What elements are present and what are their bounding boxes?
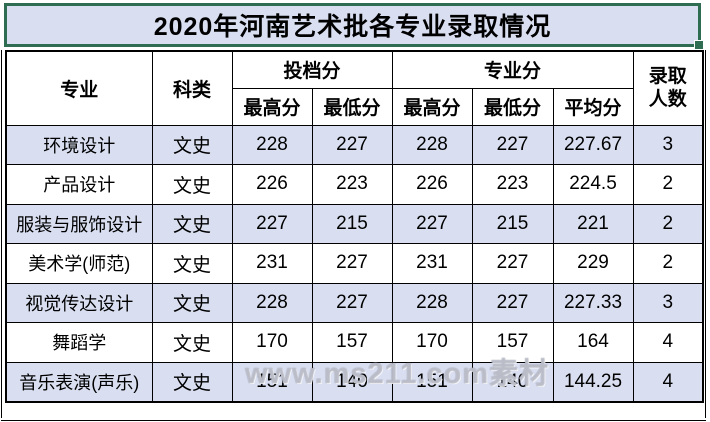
col-header-category: 科类 [151,50,233,126]
cell-zhuanye-avg: 224.5 [552,164,634,205]
cell-admit-count: 2 [632,164,704,205]
cell-category: 文史 [151,243,233,284]
selection-handle[interactable] [694,40,704,50]
header-row-sub: 最高分 最低分 最高分 最低分 平均分 [6,87,703,126]
cell-admit-count: 3 [632,282,704,323]
col-header-admit-count: 录取人数 [632,50,704,126]
col-header-toudang-min: 最低分 [311,87,393,126]
cell-toudang-max: 228 [231,124,313,165]
cell-zhuanye-avg: 229 [552,243,634,284]
cell-toudang-max: 231 [231,243,313,284]
cell-zhuanye-max: 231 [391,243,473,284]
table-row: 产品设计 文史 226 223 226 223 224.5 2 [5,164,704,205]
cell-zhuanye-max: 170 [391,322,473,363]
cell-toudang-max: 170 [231,322,313,363]
cell-zhuanye-max: 228 [391,124,473,165]
col-header-zhuanye-max: 最高分 [391,87,473,126]
cell-category: 文史 [151,322,233,363]
cell-category: 文史 [151,164,233,205]
cell-zhuanye-min: 140 [471,361,554,402]
table-row: 音乐表演(声乐) 文史 151 140 151 140 144.25 4 [5,361,704,402]
table-row: 视觉传达设计 文史 228 227 228 227 227.33 3 [5,282,704,323]
col-header-admit-count-label: 录取人数 [648,65,687,111]
table-title-cell[interactable]: 2020年河南艺术批各专业录取情况 [4,3,704,50]
cell-toudang-min: 157 [311,322,393,363]
cell-major: 环境设计 [5,124,153,165]
table-row: 环境设计 文史 228 227 228 227 227.67 3 [5,124,704,165]
cell-admit-count: 4 [632,322,704,363]
cell-zhuanye-max: 151 [391,361,473,402]
cell-zhuanye-avg: 164 [552,322,634,363]
cell-toudang-max: 151 [231,361,313,402]
cell-category: 文史 [151,124,233,165]
col-header-zhuanye-min: 最低分 [471,87,554,126]
col-header-toudang-group: 投档分 [231,50,393,89]
cell-toudang-max: 226 [231,164,313,205]
cell-major: 产品设计 [5,164,153,205]
cell-toudang-min: 215 [311,203,393,244]
cell-admit-count: 2 [632,243,704,284]
cell-zhuanye-max: 228 [391,282,473,323]
table-row: 美术学(师范) 文史 231 227 231 227 229 2 [5,243,704,284]
cell-admit-count: 3 [632,124,704,165]
cell-zhuanye-min: 227 [471,243,554,284]
cell-toudang-min: 223 [311,164,393,205]
outer-border-double-right [705,50,706,418]
cell-major: 舞蹈学 [5,322,153,363]
cell-major: 音乐表演(声乐) [5,361,153,402]
cell-major: 服装与服饰设计 [5,203,153,244]
admissions-table: 专业 科类 投档分 专业分 录取人数 最高分 最低分 最高分 最低分 平均分 环… [5,50,704,403]
cell-category: 文史 [151,282,233,323]
cell-zhuanye-min: 227 [471,282,554,323]
col-header-major: 专业 [5,50,153,126]
col-header-toudang-max: 最高分 [231,87,313,126]
cell-zhuanye-max: 227 [391,203,473,244]
page-title: 2020年河南艺术批各专业录取情况 [153,13,552,41]
cell-zhuanye-avg: 227.67 [552,124,634,165]
cell-zhuanye-min: 227 [471,124,554,165]
cell-toudang-min: 227 [311,282,393,323]
cell-category: 文史 [151,361,233,402]
cell-toudang-min: 227 [311,243,393,284]
cell-category: 文史 [151,203,233,244]
table-row: 服装与服饰设计 文史 227 215 227 215 221 2 [5,203,704,244]
cell-zhuanye-min: 223 [471,164,554,205]
col-header-zhuanye-avg: 平均分 [552,87,634,126]
outer-border-double-left [1,50,2,418]
cell-major: 美术学(师范) [5,243,153,284]
cell-toudang-min: 227 [311,124,393,165]
cell-zhuanye-avg: 144.25 [552,361,634,402]
cell-admit-count: 2 [632,203,704,244]
cell-zhuanye-max: 226 [391,164,473,205]
cell-zhuanye-avg: 227.33 [552,282,634,323]
cell-admit-count: 4 [632,361,704,402]
outer-border-double-bottom [1,420,706,421]
cell-major: 视觉传达设计 [5,282,153,323]
cell-zhuanye-min: 215 [471,203,554,244]
col-header-zhuanye-group: 专业分 [391,50,634,89]
header-row-groups: 专业 科类 投档分 专业分 录取人数 [5,50,704,126]
cell-toudang-min: 140 [311,361,393,402]
table-row: 舞蹈学 文史 170 157 170 157 164 4 [5,322,704,363]
cell-zhuanye-avg: 221 [552,203,634,244]
cell-toudang-max: 228 [231,282,313,323]
cell-zhuanye-min: 157 [471,322,554,363]
cell-toudang-max: 227 [231,203,313,244]
